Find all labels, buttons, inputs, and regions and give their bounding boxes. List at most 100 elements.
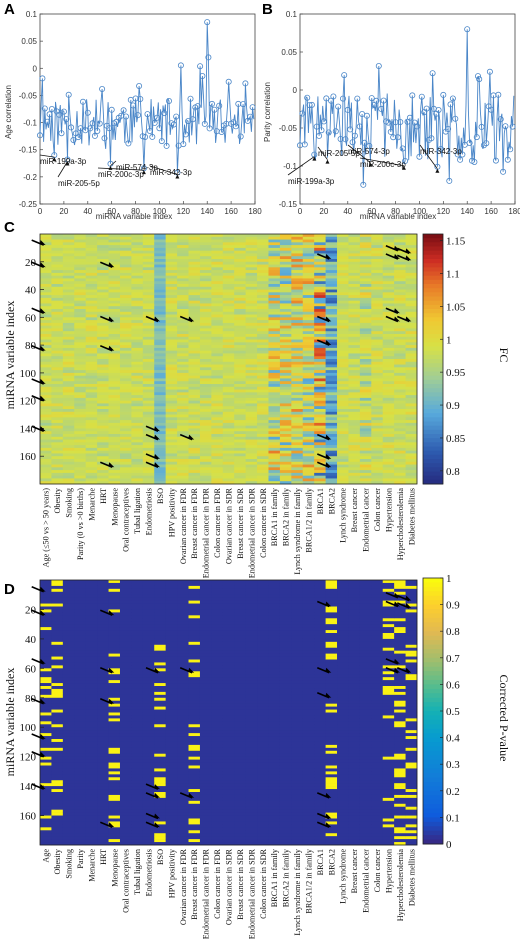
heatmap-cell	[222, 830, 235, 834]
heatmap-cell	[245, 409, 258, 413]
heatmap-cell	[74, 641, 86, 646]
heatmap-cell	[119, 372, 132, 376]
heatmap-cell	[62, 797, 75, 802]
heatmap-cell	[131, 691, 144, 696]
heatmap-cell	[51, 472, 64, 476]
heatmap-cell	[74, 253, 86, 257]
heatmap-cell	[177, 353, 189, 357]
heatmap-cell	[188, 417, 201, 421]
heatmap-cell	[51, 239, 64, 243]
heatmap-cell	[177, 234, 189, 238]
heatmap-cell	[40, 456, 52, 460]
heatmap-cell	[211, 718, 224, 722]
heatmap-cell	[85, 750, 98, 755]
heatmap-cell	[154, 295, 166, 299]
y-tick-label: 40	[25, 285, 37, 297]
heatmap-cell	[268, 259, 281, 263]
heatmap-cell	[165, 353, 178, 357]
heatmap-cell	[51, 715, 64, 719]
heatmap-cell	[131, 434, 144, 438]
heatmap-cell	[119, 789, 132, 793]
heatmap-cell	[51, 824, 64, 828]
heatmap-cell	[188, 739, 201, 743]
heatmap-cell	[348, 284, 361, 288]
heatmap-cell	[142, 809, 155, 813]
heatmap-cell	[302, 250, 315, 254]
heatmap-cell	[337, 331, 349, 335]
heatmap-cell	[154, 697, 166, 702]
heatmap-cell	[131, 284, 144, 288]
heatmap-cell	[211, 242, 224, 246]
heatmap-cell	[325, 236, 338, 240]
heatmap-cell	[382, 236, 395, 240]
heatmap-cell	[302, 236, 315, 240]
heatmap-cell	[40, 691, 52, 696]
heatmap-cell	[302, 275, 315, 279]
heatmap-cell	[62, 594, 75, 598]
heatmap-cell	[51, 659, 64, 663]
heatmap-cell	[177, 245, 189, 249]
heatmap-cell	[62, 609, 75, 613]
heatmap-cell	[222, 295, 235, 299]
heatmap-cell	[62, 342, 75, 346]
heatmap-cell	[51, 627, 64, 631]
heatmap-cell	[108, 630, 121, 634]
heatmap-cell	[40, 706, 52, 710]
heatmap-cell	[165, 806, 178, 810]
heatmap-cell	[131, 264, 144, 268]
heatmap-cell	[97, 311, 109, 315]
heatmap-cell	[177, 594, 189, 598]
heatmap-cell	[51, 445, 64, 449]
heatmap-cell	[108, 703, 121, 707]
heatmap-cell	[51, 481, 64, 485]
heatmap-cell	[188, 727, 201, 731]
heatmap-cell	[314, 320, 326, 324]
heatmap-cell	[314, 386, 326, 390]
heatmap-cell	[188, 306, 201, 310]
heatmap-cell	[188, 336, 201, 340]
heatmap-cell	[302, 314, 315, 318]
heatmap-cell	[40, 297, 52, 301]
heatmap-cell	[325, 372, 338, 376]
heatmap-cell	[119, 677, 132, 681]
heatmap-cell	[85, 706, 98, 710]
heatmap-cell	[177, 450, 189, 454]
heatmap-cell	[268, 475, 281, 479]
heatmap-cell	[211, 668, 224, 672]
heatmap-cell	[131, 786, 144, 790]
heatmap-cell	[199, 741, 212, 746]
heatmap-cell	[211, 464, 224, 468]
y-axis-label-a: Age correlation	[4, 85, 13, 139]
heatmap-cell	[257, 375, 269, 379]
heatmap-cell	[62, 827, 75, 831]
heatmap-cell	[382, 467, 395, 471]
data-point	[149, 133, 156, 140]
heatmap-cell	[177, 414, 189, 418]
heatmap-cell	[142, 709, 155, 713]
heatmap-cell	[62, 597, 75, 601]
heatmap-cell	[314, 250, 326, 254]
heatmap-cell	[62, 688, 75, 693]
heatmap-cell	[40, 603, 52, 607]
heatmap-cell	[348, 447, 361, 451]
heatmap-cell	[74, 303, 86, 307]
heatmap-cell	[97, 478, 109, 482]
heatmap-cell	[222, 762, 235, 766]
heatmap-cell	[371, 417, 384, 421]
heatmap-cell	[188, 677, 201, 681]
heatmap-cell	[154, 475, 166, 479]
data-point	[486, 68, 493, 75]
heatmap-cell	[268, 278, 281, 282]
heatmap-cell	[51, 600, 64, 604]
heatmap-cell	[62, 347, 75, 351]
column-label: BSO	[156, 488, 165, 504]
heatmap-cell	[405, 372, 418, 376]
heatmap-cell	[165, 250, 178, 254]
colorbar-tick-label: 1	[446, 334, 452, 346]
heatmap-cell	[74, 339, 86, 343]
heatmap-cell	[62, 650, 75, 654]
heatmap-cell	[222, 724, 235, 728]
heatmap-cell	[165, 674, 178, 678]
heatmap-cell	[302, 456, 315, 460]
heatmap-cell	[108, 436, 121, 440]
